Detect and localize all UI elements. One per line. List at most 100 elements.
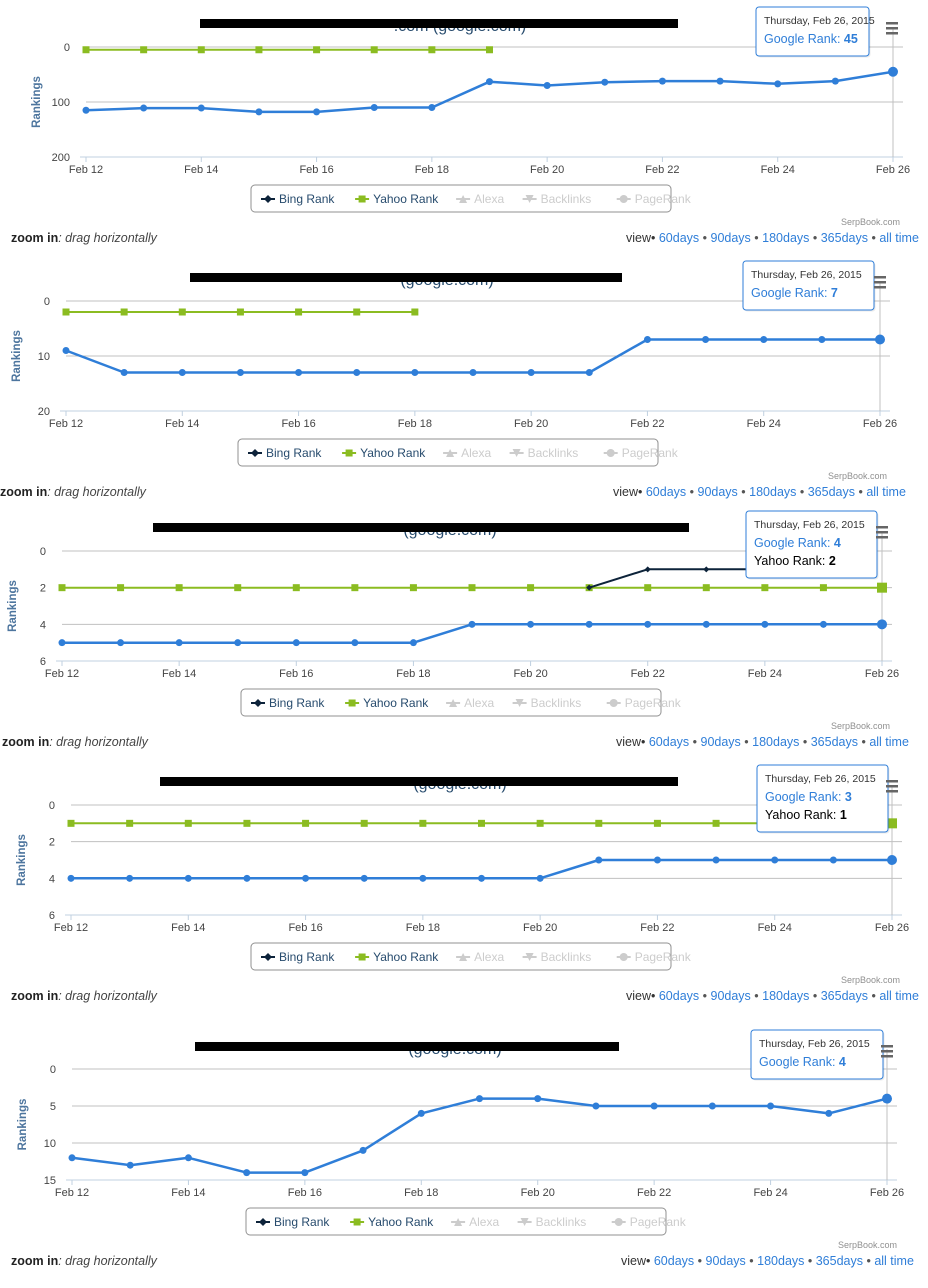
legend-item-bing-rank[interactable]: Bing Rank (261, 192, 335, 206)
legend-item-bing-rank[interactable]: Bing Rank (256, 1215, 330, 1229)
legend-item-yahoo-rank[interactable]: Yahoo Rank (350, 1215, 434, 1229)
tooltip: Thursday, Feb 26, 2015 Google Rank: 3 Yaho… (756, 764, 890, 834)
y-tick-label: 0 (49, 800, 55, 812)
view-link-365days[interactable]: 365days (815, 1254, 863, 1268)
view-link-60days[interactable]: 60days (648, 735, 690, 749)
legend-item-backlinks[interactable]: Backlinks (522, 950, 592, 964)
view-link-60days[interactable]: 60days (658, 989, 700, 1003)
x-tick-label: Feb 14 (171, 922, 205, 934)
chart-title: (google.com) (190, 272, 622, 289)
legend-item-alexa[interactable]: Alexa (456, 950, 504, 964)
legend-item-bing-rank[interactable]: Bing Rank (251, 696, 325, 710)
legend-label: Alexa (464, 696, 494, 710)
view-link-90days[interactable]: 90days (710, 989, 751, 1003)
data-point (877, 582, 887, 593)
legend-item-backlinks[interactable]: Backlinks (509, 446, 579, 460)
view-link-all-time[interactable]: all time (879, 231, 919, 245)
separator: • (809, 989, 821, 1003)
menu-icon[interactable] (886, 780, 898, 793)
legend-item-yahoo-rank[interactable]: Yahoo Rank (342, 446, 426, 460)
view-link-60days[interactable]: 60days (653, 1254, 695, 1268)
legend-item-backlinks[interactable]: Backlinks (512, 696, 582, 710)
legend-item-yahoo-rank[interactable]: Yahoo Rank (355, 192, 439, 206)
legend-item-pagerank[interactable]: PageRank (603, 446, 679, 460)
data-point (486, 46, 493, 54)
y-tick-label: 20 (38, 406, 50, 418)
view-link-180days[interactable]: 180days (752, 735, 800, 749)
data-point (468, 620, 476, 628)
separator: • (799, 735, 811, 749)
legend-label: PageRank (622, 446, 679, 460)
legend-item-yahoo-rank[interactable]: Yahoo Rank (355, 950, 439, 964)
rank-chart-panel-4[interactable]: 0 2 4 6 Feb 12 Feb 14 Feb 16 Feb 18 Feb 20 Feb 22… (0, 758, 928, 1012)
view-link-all-time[interactable]: all time (874, 1254, 914, 1268)
rank-chart-panel-5[interactable]: 0 5 10 15 Feb 12 Feb 14 Feb 16 Feb 18 Feb 20 Feb … (0, 1022, 928, 1276)
view-link-180days[interactable]: 180days (749, 485, 797, 499)
legend-label: Bing Rank (269, 696, 325, 710)
legend-item-alexa[interactable]: Alexa (451, 1215, 499, 1229)
legend-symbol (358, 953, 366, 961)
data-point (536, 874, 544, 882)
tooltip-row: Google Rank: 7 (751, 286, 838, 300)
chart-title: (google.com) (195, 1041, 619, 1058)
view-link-all-time[interactable]: all time (869, 735, 909, 749)
view-link-365days[interactable]: 365days (820, 989, 868, 1003)
view-link-180days[interactable]: 180days (757, 1254, 805, 1268)
legend-item-alexa[interactable]: Alexa (456, 192, 504, 206)
view-link-all-time[interactable]: all time (866, 485, 906, 499)
y-tick-label: 6 (49, 910, 55, 922)
view-link-180days[interactable]: 180days (762, 231, 810, 245)
data-point (140, 46, 148, 54)
legend-item-alexa[interactable]: Alexa (446, 696, 494, 710)
legend-item-alexa[interactable]: Alexa (443, 446, 491, 460)
legend-label: PageRank (635, 950, 692, 964)
legend-item-bing-rank[interactable]: Bing Rank (261, 950, 335, 964)
legend-item-backlinks[interactable]: Backlinks (522, 192, 592, 206)
legend-item-pagerank[interactable]: PageRank (616, 192, 692, 206)
tooltip: Thursday, Feb 26, 2015 Google Rank: 4 (750, 1029, 885, 1081)
legend-item-pagerank[interactable]: PageRank (606, 696, 682, 710)
menu-icon[interactable] (881, 1045, 893, 1058)
rank-chart-panel-3[interactable]: 0 2 4 6 Feb 12 Feb 14 Feb 16 Feb 18 Feb 20 Feb 22… (0, 504, 928, 758)
view-link-all-time[interactable]: all time (879, 989, 919, 1003)
view-link-90days[interactable]: 90days (710, 231, 751, 245)
legend-label: Backlinks (541, 192, 592, 206)
view-link-365days[interactable]: 365days (820, 231, 868, 245)
view-link-365days[interactable]: 365days (807, 485, 855, 499)
legend-label: Yahoo Rank (363, 696, 429, 710)
legend-item-backlinks[interactable]: Backlinks (517, 1215, 587, 1229)
series-google-rank (62, 334, 885, 376)
legend-item-pagerank[interactable]: PageRank (616, 950, 692, 964)
data-point (295, 369, 303, 376)
data-point (313, 46, 321, 54)
menu-icon[interactable] (874, 276, 886, 289)
rank-chart-panel-2[interactable]: 0 10 20 Feb 12 Feb 14 Feb 16 Feb 18 Feb 20 Feb 2… (0, 254, 928, 508)
data-point (126, 874, 134, 882)
view-link-60days[interactable]: 60days (645, 485, 687, 499)
zoom-hint: : drag horizontally (58, 1254, 157, 1268)
view-link-90days[interactable]: 90days (697, 485, 738, 499)
legend-item-pagerank[interactable]: PageRank (611, 1215, 687, 1229)
data-point (255, 108, 263, 116)
view-link-180days[interactable]: 180days (762, 989, 810, 1003)
legend-label: Backlinks (531, 696, 582, 710)
menu-icon[interactable] (876, 526, 888, 539)
data-point (877, 619, 887, 630)
data-point (126, 1161, 134, 1169)
rank-chart-panel-1[interactable]: 0 100 200 Feb 12 Feb 14 Feb 16 Feb 18 Feb 20 Feb… (0, 0, 928, 254)
view-link-90days[interactable]: 90days (700, 735, 741, 749)
legend-item-bing-rank[interactable]: Bing Rank (248, 446, 322, 460)
tooltip-row: Yahoo Rank: 2 (754, 554, 836, 568)
legend-item-yahoo-rank[interactable]: Yahoo Rank (345, 696, 429, 710)
menu-icon[interactable] (886, 22, 898, 35)
x-tick-label: Feb 24 (747, 418, 781, 430)
view-link-60days[interactable]: 60days (658, 231, 700, 245)
view-link-90days[interactable]: 90days (705, 1254, 746, 1268)
legend-symbol (459, 195, 468, 203)
view-link-365days[interactable]: 365days (810, 735, 858, 749)
